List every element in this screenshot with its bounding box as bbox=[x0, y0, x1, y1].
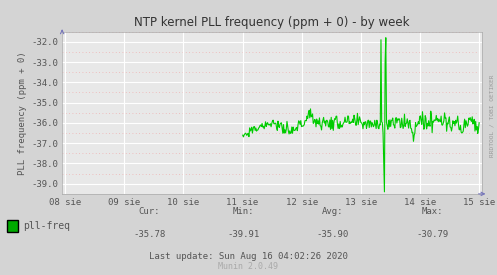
Text: Munin 2.0.49: Munin 2.0.49 bbox=[219, 262, 278, 271]
Text: -39.91: -39.91 bbox=[228, 230, 259, 239]
Text: Avg:: Avg: bbox=[322, 207, 344, 216]
Title: NTP kernel PLL frequency (ppm + 0) - by week: NTP kernel PLL frequency (ppm + 0) - by … bbox=[134, 16, 410, 29]
Text: Cur:: Cur: bbox=[138, 207, 160, 216]
Text: pll-freq: pll-freq bbox=[23, 221, 71, 231]
Text: -30.79: -30.79 bbox=[416, 230, 448, 239]
Text: -35.90: -35.90 bbox=[317, 230, 349, 239]
Text: -35.78: -35.78 bbox=[133, 230, 165, 239]
Text: RRDTOOL / TOBI OETIKER: RRDTOOL / TOBI OETIKER bbox=[490, 74, 495, 157]
Text: Max:: Max: bbox=[421, 207, 443, 216]
Text: Last update: Sun Aug 16 04:02:26 2020: Last update: Sun Aug 16 04:02:26 2020 bbox=[149, 252, 348, 261]
Y-axis label: PLL frequency (ppm + 0): PLL frequency (ppm + 0) bbox=[18, 51, 27, 175]
Text: Min:: Min: bbox=[233, 207, 254, 216]
